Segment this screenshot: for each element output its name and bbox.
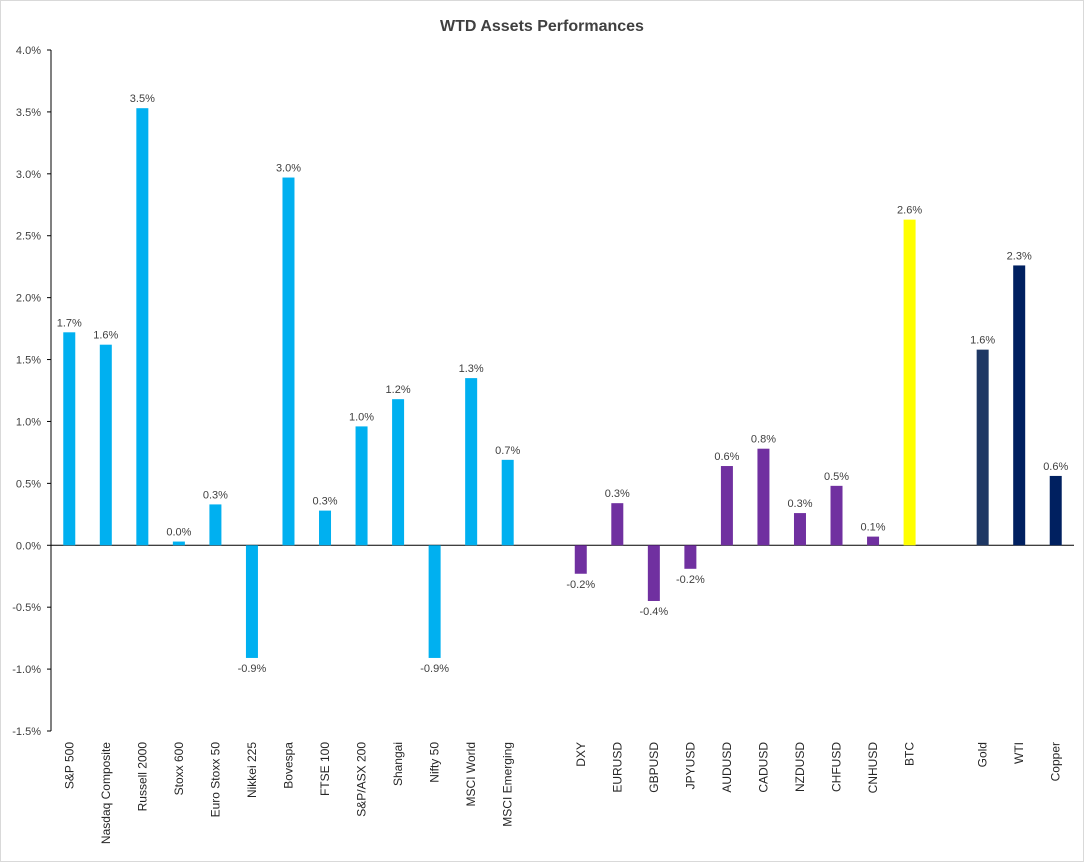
category-label: DXY <box>574 742 588 767</box>
data-label: -0.2% <box>676 574 705 586</box>
category-label: MSCI World <box>464 742 478 806</box>
bar-series <box>63 108 1062 658</box>
category-label: CNHUSD <box>866 742 880 794</box>
y-tick-label: 1.5% <box>16 355 41 367</box>
data-label: 3.0% <box>276 163 301 175</box>
bar <box>757 448 770 546</box>
y-tick-label: -1.5% <box>12 726 41 738</box>
data-label: 1.6% <box>93 330 118 342</box>
category-label: MSCI Emerging <box>501 742 515 827</box>
category-label: CADUSD <box>756 742 770 793</box>
category-label: FTSE 100 <box>318 742 332 796</box>
bar <box>720 466 733 546</box>
bar <box>172 541 185 546</box>
data-label: 2.6% <box>897 205 922 217</box>
data-label: 0.8% <box>751 434 776 446</box>
y-axis: 4.0% 3.5% 3.0% 2.5% 2.0% 1.5% 1.0% 0.5% 0.0% -0.5… <box>12 45 1074 738</box>
data-label: 3.5% <box>130 93 155 105</box>
y-tick-label: -0.5% <box>12 602 41 614</box>
y-tick-label: 3.0% <box>16 169 41 181</box>
category-label: Stoxx 600 <box>172 742 186 796</box>
bar <box>684 545 697 569</box>
data-label: 0.6% <box>714 451 739 463</box>
category-label: BTC <box>903 742 917 766</box>
chart-title: WTD Assets Performances <box>440 18 644 35</box>
category-label: EURUSD <box>610 742 624 793</box>
category-label: Shangai <box>391 742 405 786</box>
data-label: 0.3% <box>203 489 228 501</box>
bar <box>465 378 478 546</box>
bar <box>501 459 514 546</box>
category-label: Russell 2000 <box>135 742 149 812</box>
bar <box>136 108 149 546</box>
bar <box>647 545 660 601</box>
bar <box>903 219 916 546</box>
bar <box>355 426 368 546</box>
category-label: GBPUSD <box>647 742 661 793</box>
bar <box>830 485 843 546</box>
category-label: Bovespa <box>281 742 295 789</box>
bar <box>392 399 405 546</box>
bar <box>99 344 112 546</box>
data-label: 0.7% <box>495 445 520 457</box>
bar <box>793 513 806 546</box>
category-label: Nifty 50 <box>428 742 442 783</box>
y-tick-label: -1.0% <box>12 664 41 676</box>
bar <box>574 545 587 574</box>
bar <box>63 332 76 546</box>
bar <box>611 503 624 546</box>
data-label: 0.1% <box>861 522 886 534</box>
data-label: -0.9% <box>420 663 449 675</box>
category-label: AUDUSD <box>720 742 734 793</box>
y-tick-label: 4.0% <box>16 45 41 57</box>
category-label: NZDUSD <box>793 742 807 792</box>
data-label: 0.5% <box>824 471 849 483</box>
category-label: Nasdaq Composite <box>99 742 113 844</box>
data-label: 1.0% <box>349 411 374 423</box>
y-tick-label: 0.0% <box>16 540 41 552</box>
bar <box>1049 475 1062 546</box>
bar <box>282 177 295 546</box>
category-label: S&P/ASX 200 <box>355 742 369 817</box>
y-tick-label: 1.0% <box>16 416 41 428</box>
category-label: Euro Stoxx 50 <box>208 742 222 818</box>
category-label: CHFUSD <box>830 742 844 792</box>
bar <box>428 545 441 658</box>
data-label: -0.4% <box>639 606 668 618</box>
data-label: 1.2% <box>386 384 411 396</box>
bar <box>976 349 989 546</box>
category-label: WTI <box>1012 742 1026 764</box>
data-label: 1.7% <box>57 317 82 329</box>
data-label: 1.6% <box>970 335 995 347</box>
data-labels: 1.7% 1.6% 3.5% 0.0% 0.3% -0.9% 3.0% 0.3% 1.0% 1.2… <box>57 93 1069 675</box>
bar <box>245 545 258 658</box>
data-label: 2.3% <box>1007 250 1032 262</box>
category-label: Nikkei 225 <box>245 742 259 798</box>
y-tick-label: 3.5% <box>16 107 41 119</box>
category-label: JPYUSD <box>683 742 697 790</box>
y-tick-label: 2.5% <box>16 231 41 243</box>
category-label: Gold <box>976 742 990 767</box>
data-label: -0.2% <box>566 579 595 591</box>
bar <box>209 504 222 546</box>
data-label: 1.3% <box>459 363 484 375</box>
data-label: 0.3% <box>605 488 630 500</box>
data-label: 0.3% <box>312 496 337 508</box>
y-tick-label: 2.0% <box>16 293 41 305</box>
data-label: 0.6% <box>1043 461 1068 473</box>
bar <box>319 510 332 546</box>
data-label: 0.3% <box>787 498 812 510</box>
category-labels: S&P 500 Nasdaq Composite Russell 2000 Stoxx… <box>62 742 1062 844</box>
data-label: 0.0% <box>166 527 191 539</box>
data-label: -0.9% <box>238 663 267 675</box>
category-label: Copper <box>1049 742 1063 781</box>
category-label: S&P 500 <box>62 742 76 789</box>
bar <box>1013 265 1026 546</box>
bar <box>867 536 880 546</box>
y-tick-label: 0.5% <box>16 478 41 490</box>
